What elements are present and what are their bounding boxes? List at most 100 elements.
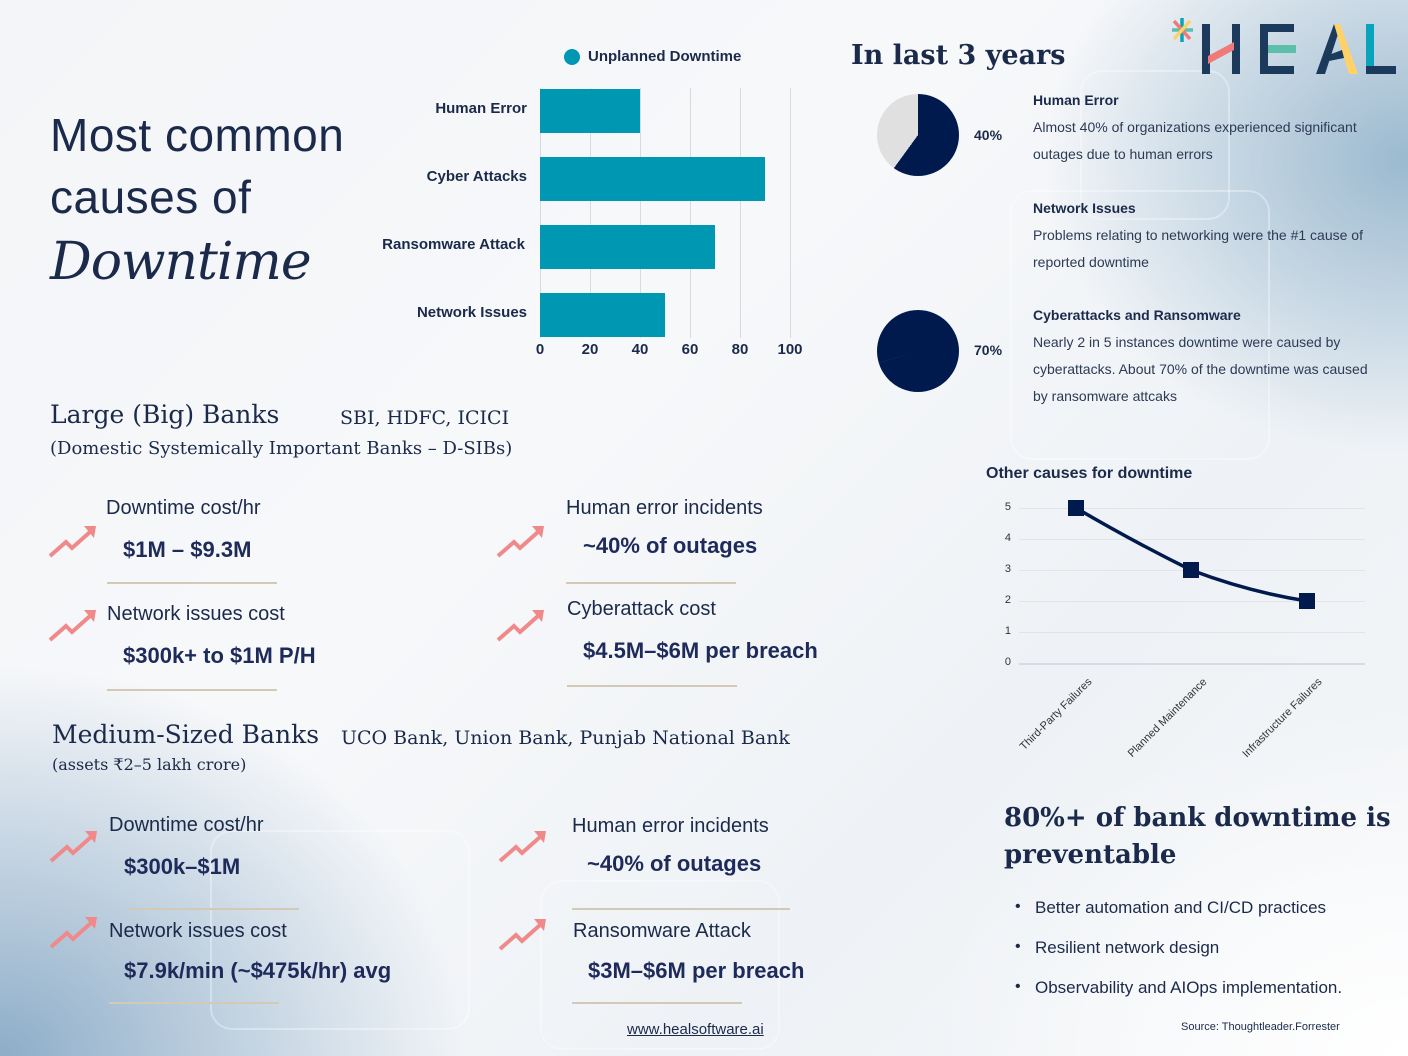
x-tick: 100 <box>777 341 803 358</box>
bar-network-issues <box>540 293 665 337</box>
divider <box>129 908 299 910</box>
bar-human-error <box>540 89 640 133</box>
y-tick: 0 <box>1004 656 1011 668</box>
stats-heading: In last 3 years <box>851 40 1066 71</box>
divider <box>109 1002 279 1004</box>
metric-value: $7.9k/min (~$475k/hr) avg <box>124 958 392 983</box>
grid-line <box>790 88 791 338</box>
x-axis-line <box>1019 663 1365 665</box>
metric-label: Network issues cost <box>109 920 287 942</box>
metric-value: $3M–$6M per breach <box>588 958 805 983</box>
page-title-line2: causes of <box>50 171 252 223</box>
x-tick-label: Planned Maintenance <box>1125 676 1210 760</box>
trending-up-icon <box>498 919 546 951</box>
list-item: • Better automation and CI/CD practices <box>1015 898 1327 917</box>
medium-banks-heading: Medium-Sized Banks <box>52 720 320 749</box>
trending-up-icon <box>48 526 96 558</box>
y-tick: 1 <box>1004 625 1011 637</box>
metric-label: Human error incidents <box>566 497 763 519</box>
trending-up-icon <box>49 831 97 863</box>
grid-line <box>1019 539 1365 540</box>
decorative-circuit <box>1080 70 1230 220</box>
x-tick: 0 <box>535 341 545 358</box>
heal-logo-icon <box>1172 18 1396 74</box>
metric-value: $300k+ to $1M P/H <box>123 643 316 668</box>
bullet-icon: • <box>1015 978 1021 995</box>
divider <box>107 582 277 584</box>
preventable-heading: 80%+ of bank downtime is preventable <box>1004 803 1391 870</box>
website-link[interactable]: www.healsoftware.ai <box>627 1021 764 1038</box>
y-tick: 2 <box>1004 594 1011 606</box>
metric-label: Downtime cost/hr <box>106 497 261 519</box>
y-tick: 4 <box>1004 532 1011 544</box>
grid-line <box>1019 601 1365 602</box>
stat-title-cyberattacks: Cyberattacks and Ransomware <box>1033 307 1241 323</box>
metric-label: Cyberattack cost <box>567 598 716 620</box>
x-tick: 20 <box>581 341 599 358</box>
trending-up-icon <box>496 526 544 558</box>
divider <box>572 908 790 910</box>
grid-line <box>1019 508 1365 509</box>
grid-line <box>740 88 741 338</box>
legend-dot-icon <box>564 48 580 65</box>
divider <box>567 685 737 687</box>
heal-logo <box>1168 12 1398 76</box>
x-tick: 40 <box>631 341 649 358</box>
metric-label: Human error incidents <box>572 815 769 837</box>
large-banks-names: SBI, HDFC, ICICI <box>340 407 510 429</box>
bar-category-label: Cyber Attacks <box>426 168 527 185</box>
trending-up-icon <box>48 610 96 642</box>
stat-body-network-issues: Problems relating to networking were the… <box>1033 227 1363 270</box>
bar-category-label: Ransomware Attack <box>382 236 525 253</box>
large-banks-subtitle: (Domestic Systemically Important Banks –… <box>50 438 513 459</box>
metric-value: $300k–$1M <box>124 854 241 879</box>
large-banks-heading: Large (Big) Banks <box>50 400 280 429</box>
bar-category-label: Network Issues <box>416 304 527 321</box>
pie-chart-cyberattacks <box>877 310 959 392</box>
metric-label: Network issues cost <box>107 603 285 625</box>
grid-line <box>540 88 541 338</box>
line-chart-title: Other causes for downtime <box>986 465 1193 482</box>
divider <box>107 689 277 691</box>
x-tick-label: Third-Party Failures <box>1017 676 1095 753</box>
decorative-circuit <box>1010 190 1270 460</box>
trending-up-icon <box>496 610 544 642</box>
metric-value: ~40% of outages <box>587 851 762 876</box>
decorative-circuit <box>210 830 470 1030</box>
stat-title-network-issues: Network Issues <box>1033 200 1136 216</box>
x-tick-label: Infrastructure Failures <box>1240 676 1325 761</box>
decorative-circuit <box>540 880 780 1050</box>
list-item: • Observability and AIOps implementation. <box>1015 978 1343 997</box>
y-tick: 3 <box>1004 563 1011 575</box>
line-series <box>1068 500 1315 609</box>
bullet-icon: • <box>1015 938 1021 955</box>
metric-label: Downtime cost/hr <box>109 814 264 836</box>
grid-line <box>640 88 641 338</box>
y-tick: 5 <box>1004 501 1011 513</box>
medium-banks-subtitle: (assets ₹2–5 lakh crore) <box>52 755 247 774</box>
pie-chart-human-error <box>877 94 959 176</box>
page-title-line1: Most common <box>50 109 345 161</box>
bar-ransomware-attack <box>540 225 715 269</box>
bar-category-label: Human Error <box>435 100 527 117</box>
metric-value: ~40% of outages <box>583 533 758 558</box>
stat-body-cyberattacks: Nearly 2 in 5 instances downtime were ca… <box>1033 334 1368 404</box>
pie-percent-label: 70% <box>974 342 1003 358</box>
preventable-list: • Better automation and CI/CD practices •… <box>1015 898 1342 1018</box>
grid-line <box>690 88 691 338</box>
divider <box>566 582 736 584</box>
data-point-marker <box>1299 593 1315 609</box>
bullet-icon: • <box>1015 898 1021 915</box>
bar-chart-legend: Unplanned Downtime <box>564 48 741 65</box>
data-point-marker <box>1183 562 1199 578</box>
trending-up-icon <box>498 831 546 863</box>
stat-title-human-error: Human Error <box>1033 92 1119 108</box>
data-point-marker <box>1068 500 1084 516</box>
metric-label: Ransomware Attack <box>573 920 751 942</box>
metric-value: $4.5M–$6M per breach <box>583 638 818 663</box>
trending-up-icon <box>49 917 97 949</box>
bar-cyber-attacks <box>540 157 765 201</box>
grid-line <box>590 88 591 338</box>
metric-value: $1M – $9.3M <box>123 537 252 562</box>
medium-banks-names: UCO Bank, Union Bank, Punjab National Ba… <box>341 727 790 749</box>
